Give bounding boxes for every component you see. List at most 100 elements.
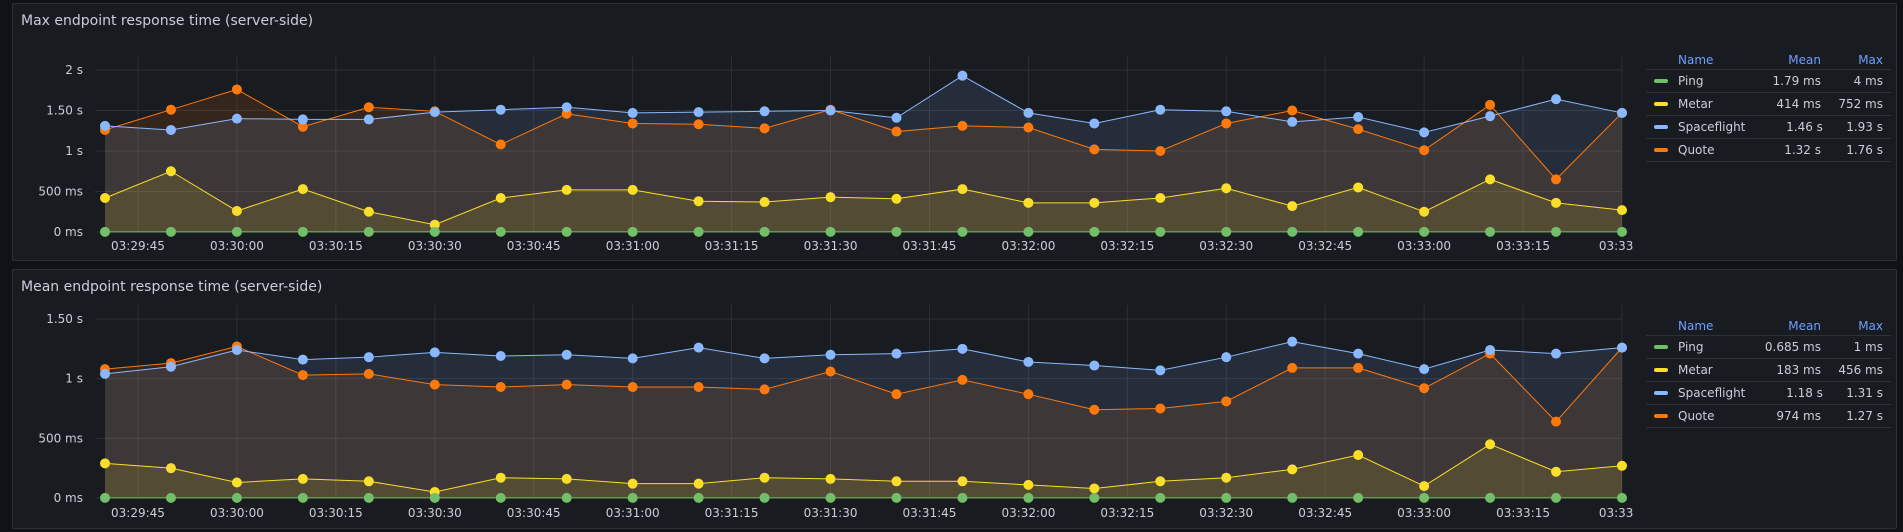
data-point-quote[interactable] (891, 126, 902, 137)
data-point-spaceflight[interactable] (825, 349, 836, 360)
data-point-quote[interactable] (627, 382, 638, 393)
data-point-metar[interactable] (825, 473, 836, 484)
data-point-ping[interactable] (957, 226, 968, 237)
data-point-metar[interactable] (693, 478, 704, 489)
data-point-metar[interactable] (1485, 174, 1496, 185)
data-point-ping[interactable] (165, 226, 176, 237)
data-point-metar[interactable] (1155, 476, 1166, 487)
data-point-ping[interactable] (1353, 226, 1364, 237)
data-point-quote[interactable] (231, 84, 242, 95)
legend-row-quote[interactable]: Quote 1.32 s 1.76 s (1646, 139, 1891, 162)
data-point-metar[interactable] (1419, 206, 1430, 217)
data-point-metar[interactable] (1485, 439, 1496, 450)
legend-header-name[interactable]: Name (1678, 318, 1714, 333)
data-point-spaceflight[interactable] (1287, 336, 1298, 347)
data-point-ping[interactable] (1155, 492, 1166, 503)
data-point-ping[interactable] (1287, 226, 1298, 237)
data-point-quote[interactable] (759, 123, 770, 134)
data-point-metar[interactable] (1287, 464, 1298, 475)
data-point-metar[interactable] (100, 458, 110, 469)
data-point-metar[interactable] (561, 184, 572, 195)
data-point-ping[interactable] (1551, 226, 1562, 237)
data-point-spaceflight[interactable] (231, 345, 242, 356)
legend-row-spaceflight[interactable]: Spaceflight 1.46 s 1.93 s (1646, 116, 1891, 139)
data-point-quote[interactable] (1221, 118, 1232, 129)
data-point-quote[interactable] (825, 366, 836, 377)
data-point-ping[interactable] (100, 492, 110, 503)
data-point-metar[interactable] (1287, 201, 1298, 212)
data-point-metar[interactable] (165, 166, 176, 177)
data-point-quote[interactable] (1023, 389, 1034, 400)
data-point-metar[interactable] (1551, 197, 1562, 208)
data-point-ping[interactable] (1551, 492, 1562, 503)
data-point-metar[interactable] (495, 472, 506, 483)
data-point-ping[interactable] (1023, 226, 1034, 237)
data-point-spaceflight[interactable] (1419, 127, 1430, 138)
data-point-metar[interactable] (759, 472, 770, 483)
data-point-spaceflight[interactable] (1023, 107, 1034, 118)
data-point-metar[interactable] (891, 476, 902, 487)
data-point-metar[interactable] (1353, 182, 1364, 193)
data-point-quote[interactable] (495, 139, 506, 150)
data-point-ping[interactable] (891, 226, 902, 237)
data-point-quote[interactable] (1353, 362, 1364, 373)
data-point-ping[interactable] (1155, 226, 1166, 237)
data-point-quote[interactable] (1485, 99, 1496, 110)
data-point-spaceflight[interactable] (1155, 365, 1166, 376)
data-point-ping[interactable] (825, 226, 836, 237)
data-point-metar[interactable] (363, 206, 374, 217)
data-point-spaceflight[interactable] (891, 348, 902, 359)
legend-row-metar[interactable]: Metar 414 ms 752 ms (1646, 93, 1891, 116)
data-point-spaceflight[interactable] (561, 102, 572, 113)
data-point-ping[interactable] (759, 492, 770, 503)
data-point-ping[interactable] (693, 492, 704, 503)
data-point-spaceflight[interactable] (165, 124, 176, 135)
legend-header-max[interactable]: Max (1858, 318, 1883, 333)
data-point-spaceflight[interactable] (100, 368, 110, 379)
data-point-spaceflight[interactable] (693, 342, 704, 353)
data-point-metar[interactable] (231, 477, 242, 488)
data-point-metar[interactable] (1221, 183, 1232, 194)
data-point-spaceflight[interactable] (297, 114, 308, 125)
data-point-metar[interactable] (165, 463, 176, 474)
data-point-quote[interactable] (1155, 146, 1166, 156)
legend-header-max[interactable]: Max (1858, 52, 1883, 67)
data-point-ping[interactable] (1419, 492, 1430, 503)
data-point-metar[interactable] (1551, 466, 1562, 477)
data-point-metar[interactable] (693, 196, 704, 207)
data-point-spaceflight[interactable] (100, 120, 110, 131)
data-point-spaceflight[interactable] (627, 353, 638, 364)
data-point-ping[interactable] (495, 492, 506, 503)
data-point-metar[interactable] (1155, 192, 1166, 203)
data-point-spaceflight[interactable] (957, 343, 968, 354)
data-point-spaceflight[interactable] (957, 70, 968, 81)
data-point-metar[interactable] (1089, 197, 1100, 208)
data-point-quote[interactable] (1419, 145, 1430, 156)
data-point-metar[interactable] (1023, 479, 1034, 490)
data-point-spaceflight[interactable] (429, 347, 440, 358)
data-point-metar[interactable] (297, 184, 308, 195)
data-point-metar[interactable] (561, 473, 572, 484)
data-point-metar[interactable] (1221, 472, 1232, 483)
data-point-metar[interactable] (627, 478, 638, 489)
data-point-ping[interactable] (1353, 492, 1364, 503)
data-point-quote[interactable] (1551, 416, 1562, 427)
data-point-metar[interactable] (231, 205, 242, 216)
data-point-spaceflight[interactable] (231, 113, 242, 124)
data-point-quote[interactable] (561, 379, 572, 390)
data-point-quote[interactable] (1419, 383, 1430, 394)
data-point-spaceflight[interactable] (1089, 118, 1100, 129)
data-point-spaceflight[interactable] (1287, 116, 1298, 127)
data-point-quote[interactable] (1155, 403, 1166, 414)
data-point-quote[interactable] (693, 382, 704, 393)
data-point-metar[interactable] (759, 197, 770, 208)
data-point-metar[interactable] (1353, 450, 1364, 461)
data-point-ping[interactable] (429, 492, 440, 503)
data-point-metar[interactable] (1617, 460, 1627, 471)
data-point-quote[interactable] (1551, 174, 1562, 185)
data-point-spaceflight[interactable] (1155, 104, 1166, 115)
data-point-metar[interactable] (495, 192, 506, 203)
data-point-quote[interactable] (957, 120, 968, 131)
data-point-metar[interactable] (1089, 483, 1100, 494)
data-point-ping[interactable] (627, 226, 638, 237)
